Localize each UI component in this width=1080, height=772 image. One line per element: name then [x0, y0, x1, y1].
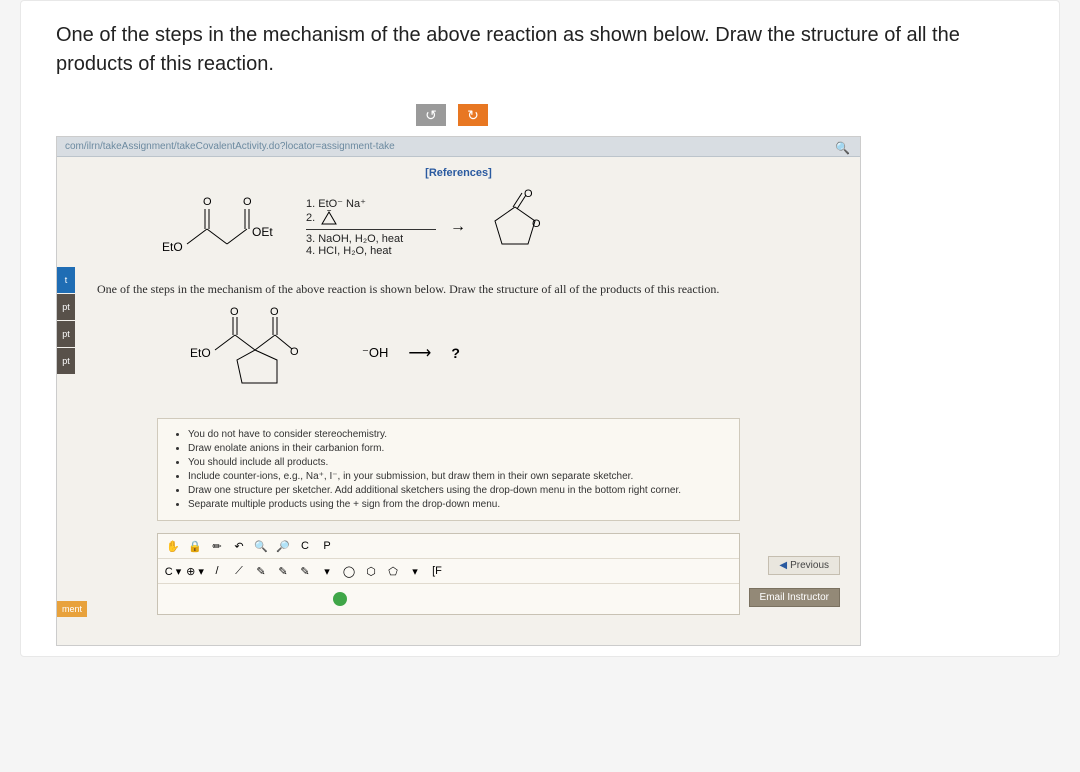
dropdown-icon[interactable]: ▾: [318, 562, 336, 580]
svg-text:O: O: [243, 196, 252, 208]
url-text: com/ilrn/takeAssignment/takeCovalentActi…: [65, 141, 395, 152]
svg-text:O: O: [290, 346, 299, 358]
reagent-step2-label: 2.: [306, 212, 315, 224]
unknown-product: ?: [451, 345, 460, 361]
chevron-left-icon: ◀: [779, 560, 787, 571]
hint-item: Draw enolate anions in their carbanion f…: [188, 442, 725, 455]
magnify-icon[interactable]: 🔍: [835, 141, 850, 155]
svg-text:O: O: [524, 189, 533, 200]
bond-tool-icon[interactable]: /: [208, 562, 226, 580]
wedge3-tool-icon[interactable]: ✎: [296, 562, 314, 580]
undo-redo-row: ↺ ↻: [416, 104, 1024, 126]
redo-button[interactable]: ↻: [458, 104, 488, 126]
sketcher-toolbar-2: C ▾ ⊕ ▾ / ⟋ ✎ ✎ ✎ ▾ ◯ ⬡ ⬠ ▾ [F: [158, 559, 739, 584]
svg-text:O: O: [203, 196, 212, 208]
side-tab[interactable]: pt: [57, 348, 75, 374]
ring-tool-icon[interactable]: ◯: [340, 562, 358, 580]
wedge-tool-icon[interactable]: ✎: [252, 562, 270, 580]
previous-button[interactable]: ◀ Previous: [768, 556, 840, 575]
dropdown2-icon[interactable]: ▾: [406, 562, 424, 580]
copy-tool-icon[interactable]: C: [296, 537, 314, 555]
svg-text:O: O: [270, 306, 279, 318]
bottom-side-tab[interactable]: ment: [57, 601, 87, 617]
undo-tool-icon[interactable]: ↶: [230, 537, 248, 555]
url-bar: com/ilrn/takeAssignment/takeCovalentActi…: [57, 137, 860, 157]
hexagon-tool-icon[interactable]: ⬡: [362, 562, 380, 580]
oet-label: OEt: [252, 225, 273, 239]
pencil-tool-icon[interactable]: ✏: [208, 537, 226, 555]
reagent-step4: 4. HCI, H₂O, heat: [306, 245, 436, 257]
element-c-tool[interactable]: C ▾: [164, 562, 182, 580]
references-link[interactable]: [References]: [57, 167, 860, 179]
side-tab[interactable]: pt: [57, 294, 75, 320]
sketcher-toolbar-1: ✋ 🔒 ✏ ↶ 🔍 🔎 C P: [158, 534, 739, 559]
svg-text:O: O: [532, 218, 541, 230]
hints-box: You do not have to consider stereochemis…: [157, 418, 740, 521]
reagent-step1: 1. EtO⁻ Na⁺: [306, 197, 436, 210]
svg-text:O: O: [326, 210, 332, 213]
sketcher-widget[interactable]: ✋ 🔒 ✏ ↶ 🔍 🔎 C P C ▾ ⊕ ▾ /: [157, 533, 740, 615]
bracket-tool-icon[interactable]: [F: [428, 562, 446, 580]
mechanism-step: O O EtO O ⁻OH ⟶ ?: [182, 305, 830, 400]
hand-tool-icon[interactable]: ✋: [164, 537, 182, 555]
email-instructor-button[interactable]: Email Instructor: [749, 588, 840, 607]
hint-item: Draw one structure per sketcher. Add add…: [188, 484, 725, 497]
paste-tool-icon[interactable]: P: [318, 537, 336, 555]
side-tabs: t pt pt pt: [57, 267, 75, 374]
sketcher-canvas[interactable]: [158, 584, 739, 614]
pentagon-tool-icon[interactable]: ⬠: [384, 562, 402, 580]
reagent-step3: 3. NaOH, H₂O, heat: [306, 233, 436, 245]
eto-label: EtO: [162, 240, 183, 254]
previous-label: Previous: [790, 560, 829, 571]
zoom-in-icon[interactable]: 🔍: [252, 537, 270, 555]
wedge2-tool-icon[interactable]: ✎: [274, 562, 292, 580]
sub-question-text: One of the steps in the mechanism of the…: [97, 282, 830, 297]
undo-button[interactable]: ↺: [416, 104, 446, 126]
epoxide-icon: O: [319, 210, 339, 226]
screenshot-frame: com/ilrn/takeAssignment/takeCovalentActi…: [56, 136, 861, 646]
charge-tool-icon[interactable]: ⊕ ▾: [186, 562, 204, 580]
side-tab[interactable]: t: [57, 267, 75, 293]
question-text: One of the steps in the mechanism of the…: [56, 21, 1024, 79]
svg-text:O: O: [230, 306, 239, 318]
zoom-out-icon[interactable]: 🔎: [274, 537, 292, 555]
overall-product: O O: [480, 189, 550, 264]
starting-material: O O EtO OEt: [152, 189, 292, 264]
side-tab[interactable]: pt: [57, 321, 75, 347]
check-icon[interactable]: [333, 592, 347, 606]
lock-tool-icon[interactable]: 🔒: [186, 537, 204, 555]
reaction-conditions: 1. EtO⁻ Na⁺ 2. O 3. NaOH, H₂O, heat 4. H: [306, 197, 436, 257]
hydroxide-reagent: ⁻OH: [362, 345, 388, 361]
bond2-tool-icon[interactable]: ⟋: [230, 562, 248, 580]
hint-item: You do not have to consider stereochemis…: [188, 428, 725, 441]
reaction-arrow-icon: →: [450, 218, 466, 236]
intermediate-structure: O O EtO O: [182, 305, 342, 400]
step-arrow-icon: ⟶: [408, 343, 431, 363]
hint-item: Include counter-ions, e.g., Na⁺, I⁻, in …: [188, 470, 725, 483]
svg-text:EtO: EtO: [190, 346, 211, 360]
hint-item: Separate multiple products using the + s…: [188, 498, 725, 511]
hint-item: You should include all products.: [188, 456, 725, 469]
overall-reaction: O O EtO OEt 1. EtO⁻ Na⁺ 2.: [152, 189, 830, 264]
